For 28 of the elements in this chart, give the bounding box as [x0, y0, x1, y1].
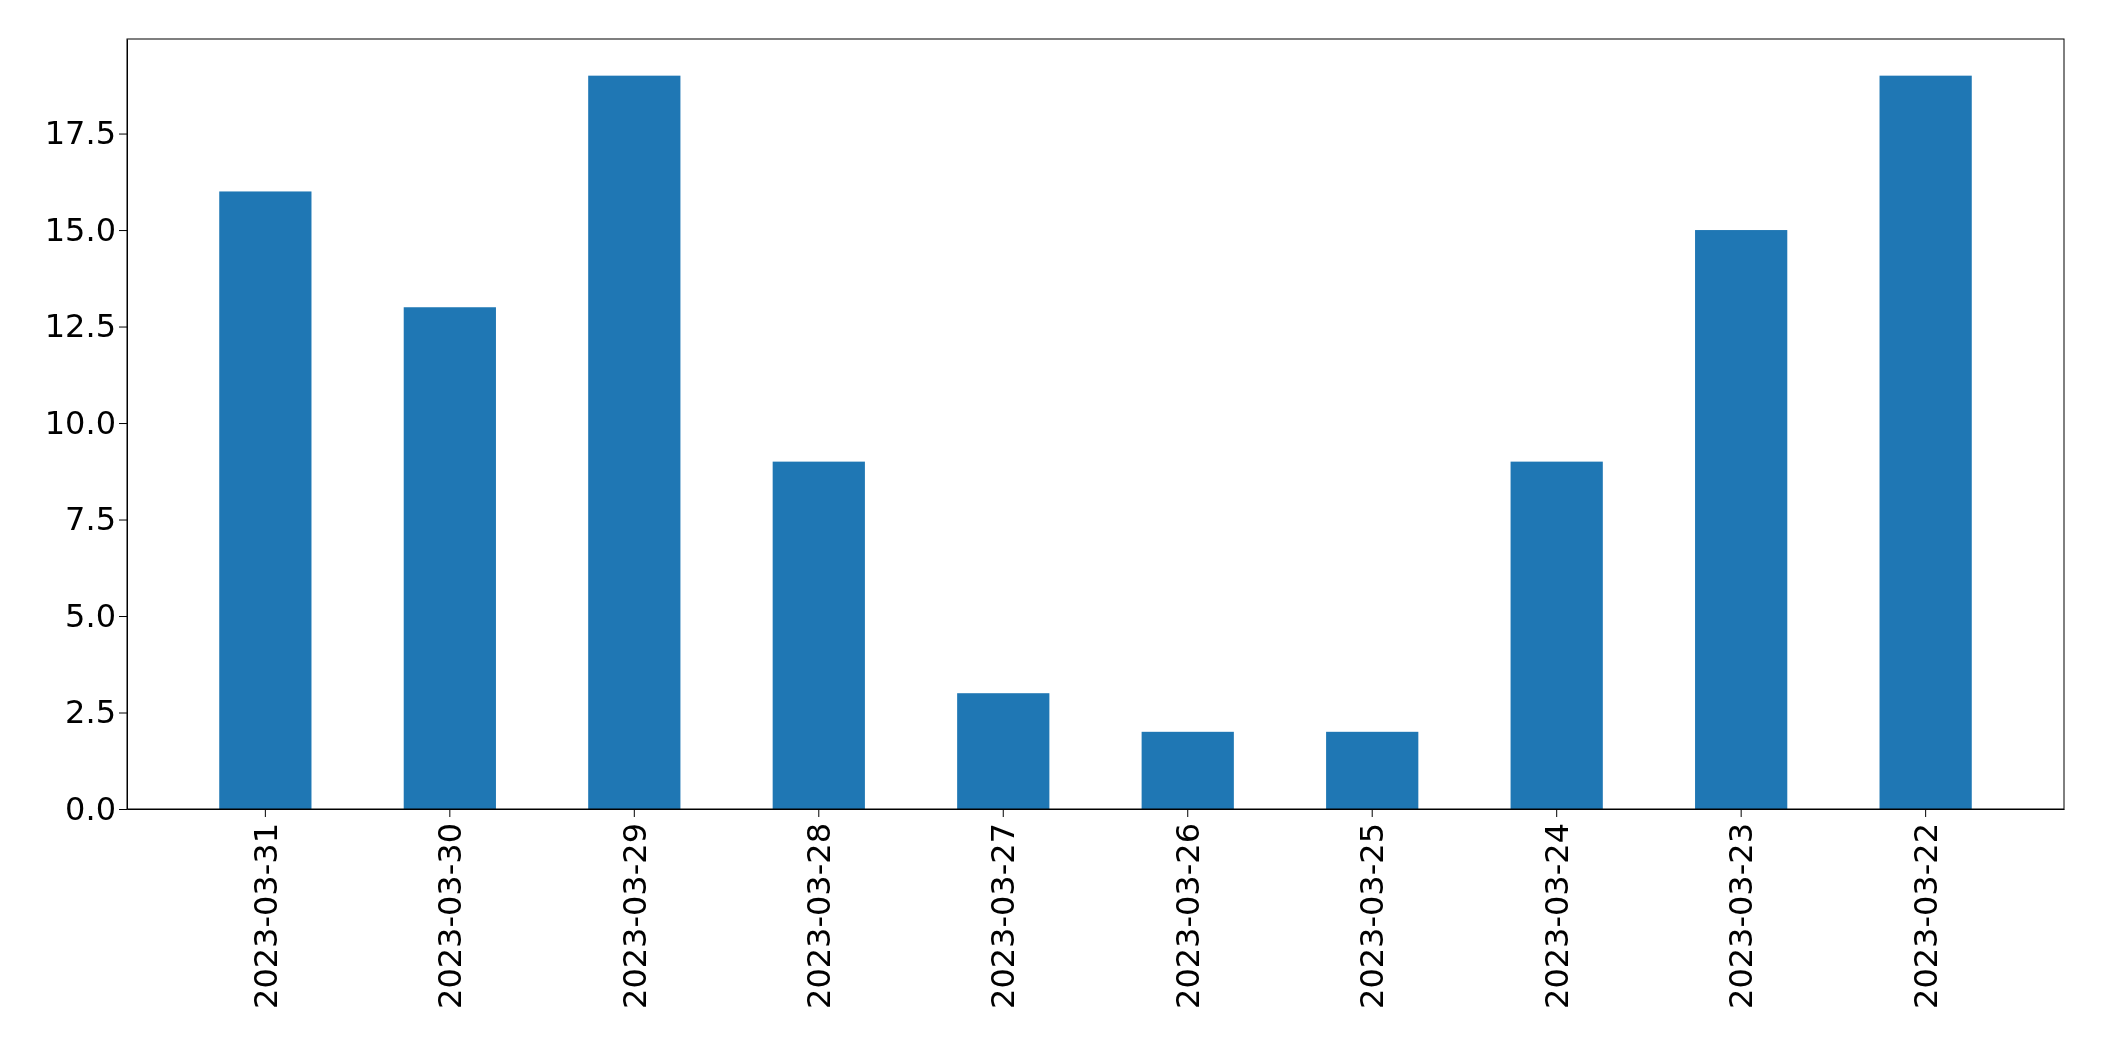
x-tick-label: 2023-03-22 — [1906, 823, 1945, 1009]
y-tick-label: 17.5 — [44, 114, 116, 153]
x-tick-label: 2023-03-29 — [615, 823, 654, 1009]
bar — [1879, 75, 1972, 809]
x-tick-label: 2023-03-26 — [1168, 823, 1207, 1009]
bar — [219, 191, 312, 809]
x-tick-label: 2023-03-23 — [1722, 823, 1761, 1009]
y-tick-label: 7.5 — [65, 500, 116, 539]
bar — [588, 75, 681, 809]
x-tick-label: 2023-03-27 — [984, 823, 1023, 1009]
y-tick-label: 2.5 — [65, 693, 116, 732]
x-tick-label: 2023-03-24 — [1537, 823, 1576, 1009]
bar — [957, 693, 1050, 809]
y-tick-label: 15.0 — [44, 210, 116, 249]
y-tick-label: 0.0 — [65, 789, 116, 828]
x-tick-label: 2023-03-25 — [1353, 823, 1392, 1009]
bar — [772, 461, 865, 809]
y-tick-label: 12.5 — [44, 307, 116, 346]
y-tick-label: 10.0 — [44, 403, 116, 442]
bar — [403, 307, 496, 809]
x-tick-label: 2023-03-30 — [431, 823, 470, 1009]
bar — [1510, 461, 1603, 809]
x-tick-label: 2023-03-28 — [799, 823, 838, 1009]
y-tick-label: 5.0 — [65, 596, 116, 635]
bar — [1326, 731, 1419, 809]
x-tick-label: 2023-03-31 — [246, 823, 285, 1009]
bar — [1141, 731, 1234, 809]
bar — [1695, 230, 1788, 809]
